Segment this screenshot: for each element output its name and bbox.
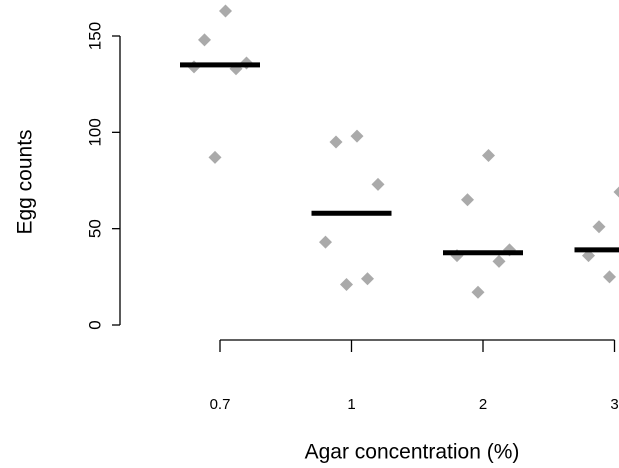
data-point bbox=[198, 33, 211, 47]
y-axis-title: Egg counts bbox=[14, 129, 37, 234]
x-tick-label: 1 bbox=[347, 396, 355, 413]
x-axis-title: Agar concentration (%) bbox=[305, 441, 520, 464]
data-point bbox=[340, 278, 353, 292]
y-tick-label: 150 bbox=[85, 22, 104, 50]
y-tick-label: 0 bbox=[85, 320, 104, 329]
y-tick-label: 100 bbox=[85, 118, 104, 146]
data-point bbox=[461, 193, 474, 207]
data-point bbox=[361, 272, 374, 286]
data-point bbox=[208, 150, 222, 164]
x-tick-label: 2 bbox=[479, 396, 487, 413]
median-bar bbox=[180, 62, 260, 68]
data-point bbox=[482, 148, 495, 162]
data-point bbox=[219, 4, 232, 18]
data-point bbox=[492, 254, 506, 268]
data-point bbox=[592, 220, 606, 234]
median-bar bbox=[311, 210, 392, 216]
data-point bbox=[582, 249, 595, 263]
x-tick-label: 0.7 bbox=[210, 396, 231, 413]
data-point bbox=[471, 285, 485, 299]
median-bar bbox=[574, 247, 619, 253]
data-point bbox=[603, 270, 616, 284]
data-point bbox=[371, 177, 385, 191]
y-tick-label: 50 bbox=[85, 219, 104, 238]
data-point bbox=[329, 135, 343, 149]
data-point bbox=[350, 129, 364, 143]
median-bar bbox=[443, 250, 523, 256]
data-point bbox=[319, 235, 332, 249]
data-point bbox=[613, 186, 619, 198]
x-tick-label: 3 bbox=[610, 396, 618, 413]
